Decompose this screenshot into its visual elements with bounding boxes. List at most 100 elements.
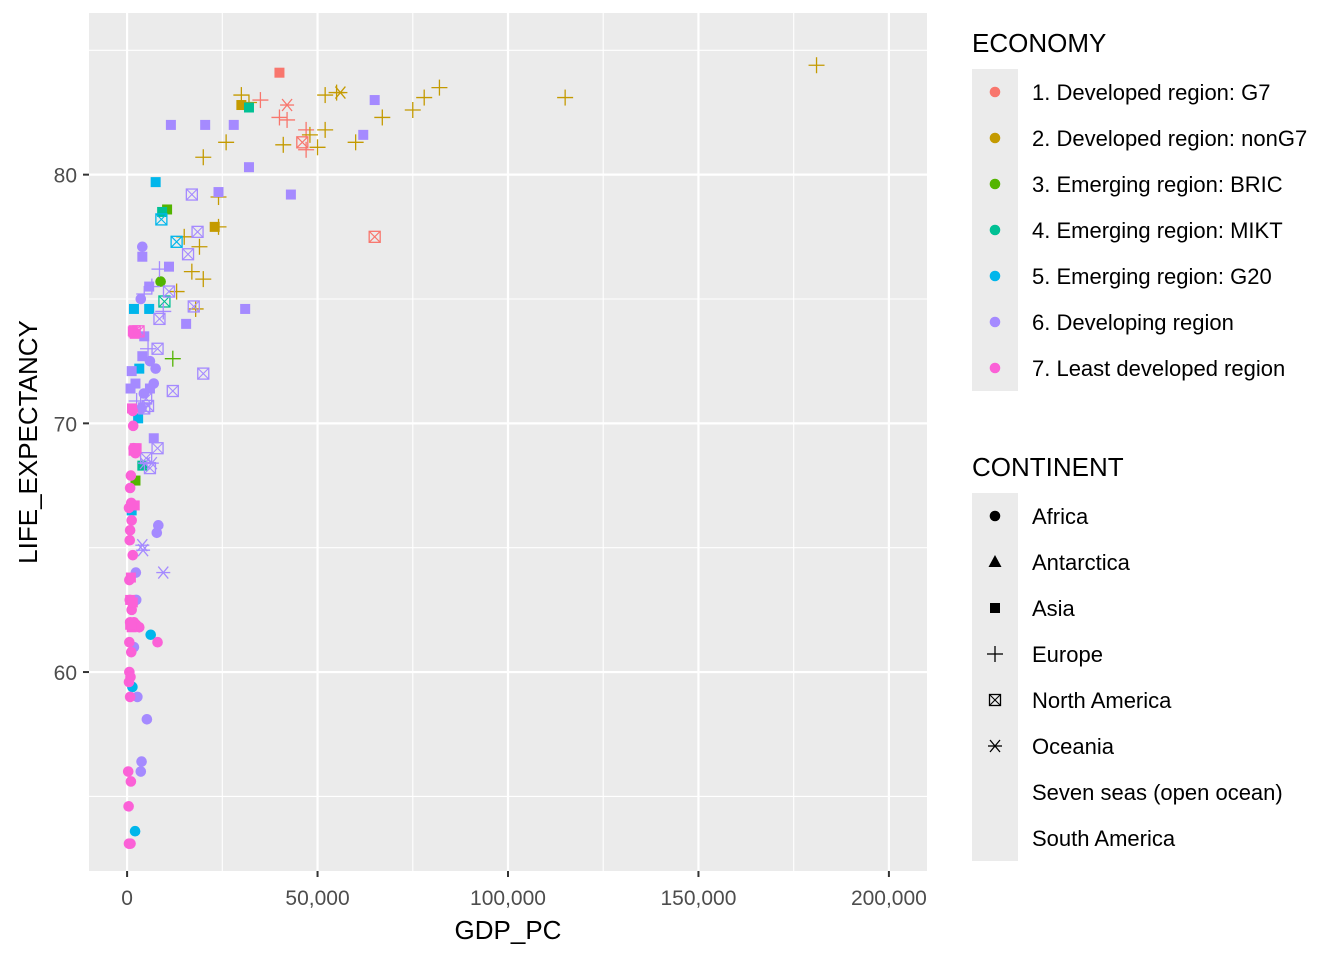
data-point xyxy=(123,676,135,688)
data-point xyxy=(185,188,198,201)
y-axis-title: LIFE_EXPECTANCY xyxy=(13,320,43,564)
data-point xyxy=(144,303,155,314)
legend-key xyxy=(989,316,1001,328)
x-tick-label: 150,000 xyxy=(660,887,736,910)
data-point xyxy=(126,366,137,377)
y-tick-label: 80 xyxy=(54,165,77,188)
legend-key xyxy=(989,270,1001,282)
data-point xyxy=(164,350,181,367)
data-point xyxy=(137,241,148,253)
data-point xyxy=(135,293,147,305)
legend-label: Antarctica xyxy=(1032,550,1131,575)
data-point xyxy=(183,263,200,280)
data-point xyxy=(140,340,157,357)
data-point xyxy=(301,126,318,143)
data-point xyxy=(162,285,176,298)
x-tick-label: 200,000 xyxy=(851,887,927,910)
data-point xyxy=(274,67,285,78)
data-point xyxy=(127,420,139,432)
x-axis-title: GDP_PC xyxy=(455,915,562,945)
data-point xyxy=(404,101,421,118)
legend-label: 6. Developing region xyxy=(1032,310,1234,335)
data-point xyxy=(240,303,251,314)
legend-label: Seven seas (open ocean) xyxy=(1032,780,1283,805)
x-tick-label: 50,000 xyxy=(285,887,349,910)
data-point xyxy=(181,318,192,329)
data-point xyxy=(333,86,348,99)
data-point xyxy=(150,177,161,188)
data-point xyxy=(200,119,211,130)
data-point xyxy=(136,756,147,767)
legend-key xyxy=(988,693,1002,707)
legend-title: ECONOMY xyxy=(972,28,1106,58)
data-point xyxy=(213,187,224,198)
data-point xyxy=(296,136,309,149)
data-point xyxy=(124,691,136,703)
legend-label: 1. Developed region: G7 xyxy=(1032,80,1271,105)
data-point xyxy=(126,515,137,526)
data-point xyxy=(210,218,227,235)
data-point xyxy=(298,141,315,158)
data-point xyxy=(218,134,235,151)
data-point xyxy=(170,235,183,248)
data-point xyxy=(309,139,326,156)
data-point xyxy=(141,713,153,725)
data-point xyxy=(129,825,141,837)
legend-label: 2. Developed region: nonG7 xyxy=(1032,126,1307,151)
legend-label: Europe xyxy=(1032,642,1103,667)
data-point xyxy=(141,399,155,413)
data-point xyxy=(123,801,134,812)
data-point xyxy=(128,445,139,456)
legend-key xyxy=(987,646,1003,662)
data-point xyxy=(358,129,369,140)
data-point xyxy=(125,470,137,481)
data-point xyxy=(129,500,140,511)
data-point xyxy=(145,629,157,641)
data-point xyxy=(243,102,254,113)
data-point xyxy=(163,261,174,272)
legend-label: 4. Emerging region: MIKT xyxy=(1032,218,1283,243)
data-point xyxy=(155,303,172,320)
legend-continent: CONTINENT Africa Antarctica Asia Europe North… xyxy=(972,452,1283,861)
legend-key xyxy=(988,739,1002,753)
data-point xyxy=(431,79,448,96)
legend-label: 5. Emerging region: G20 xyxy=(1032,264,1272,289)
data-point xyxy=(157,206,168,217)
data-point xyxy=(416,89,433,106)
data-point xyxy=(151,261,168,278)
legend-key-background xyxy=(972,493,1018,861)
legends: ECONOMY 1. Developed region: G7 2. Develop… xyxy=(972,28,1307,861)
data-point xyxy=(271,109,288,126)
data-point xyxy=(368,230,381,243)
y-tick-label: 70 xyxy=(54,413,77,436)
legend-label: North America xyxy=(1032,688,1172,713)
data-point xyxy=(153,312,166,326)
data-point xyxy=(155,276,166,287)
data-point xyxy=(127,597,138,608)
data-point xyxy=(187,300,200,313)
data-point xyxy=(125,838,136,849)
data-point xyxy=(133,413,144,424)
y-tick-label: 60 xyxy=(54,662,77,685)
data-point xyxy=(156,566,171,579)
data-point xyxy=(168,283,185,300)
data-point xyxy=(280,98,295,112)
data-point xyxy=(125,383,136,394)
data-point xyxy=(127,549,139,561)
grid-major xyxy=(89,13,927,871)
data-point xyxy=(125,646,137,658)
data-point xyxy=(138,402,151,415)
data-point xyxy=(151,442,164,455)
data-point xyxy=(143,278,160,295)
data-point xyxy=(233,87,250,104)
data-point xyxy=(151,342,164,355)
data-point xyxy=(150,363,161,374)
data-point xyxy=(144,383,155,394)
data-point xyxy=(124,482,136,494)
data-point xyxy=(132,325,145,338)
x-tick-label: 100,000 xyxy=(470,887,546,910)
data-point xyxy=(151,527,163,539)
data-point xyxy=(148,433,159,444)
data-point xyxy=(128,303,139,314)
legend-economy: ECONOMY 1. Developed region: G7 2. Develop… xyxy=(972,28,1307,391)
